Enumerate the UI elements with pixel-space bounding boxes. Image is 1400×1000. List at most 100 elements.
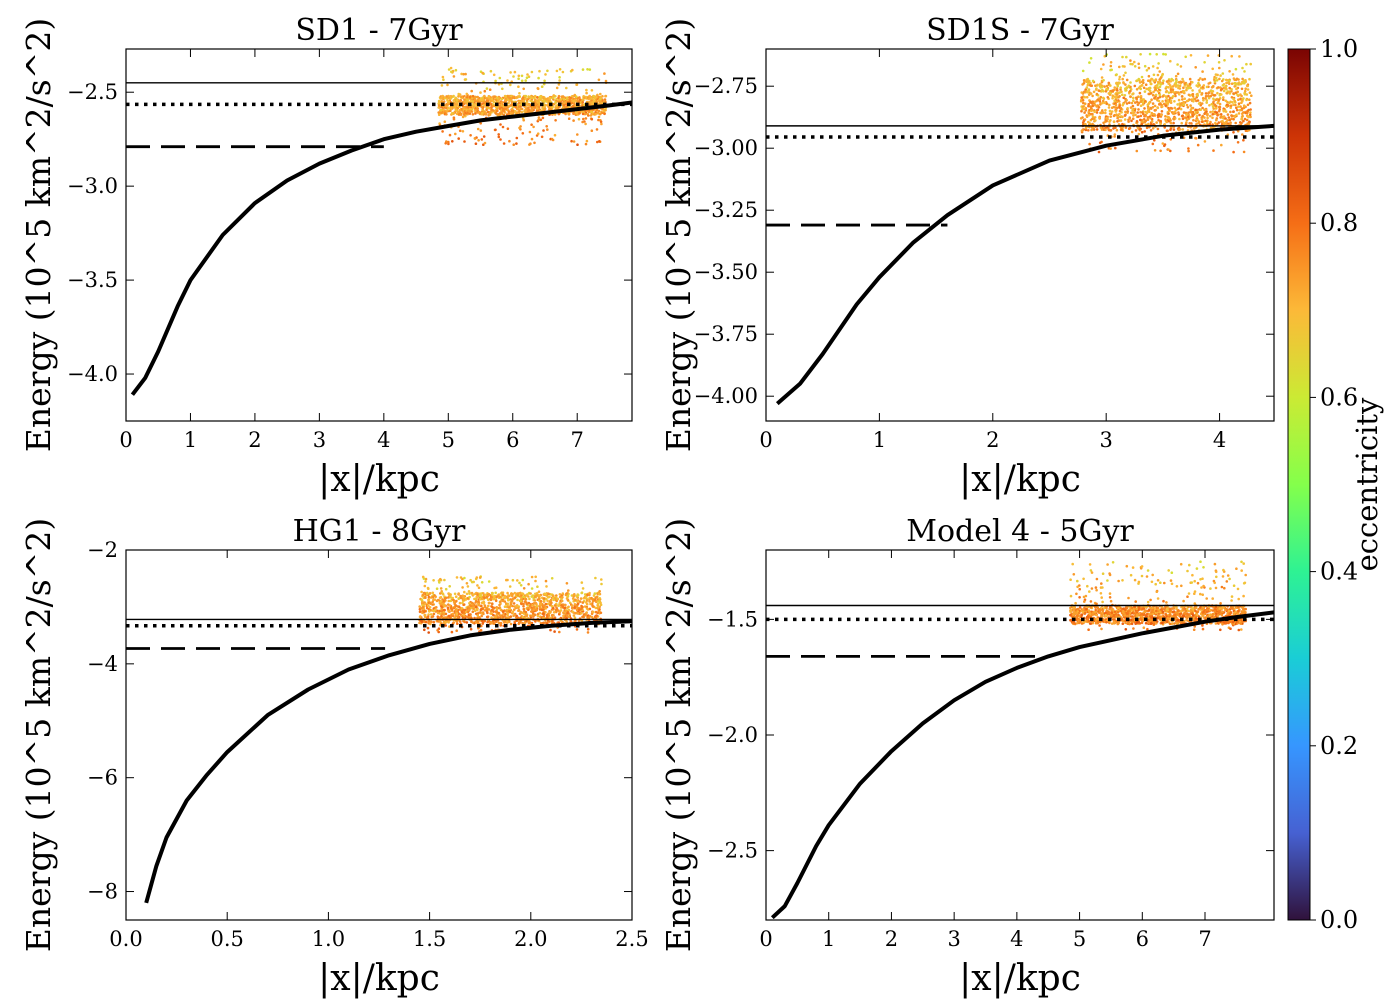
scatter-point: [1230, 82, 1234, 85]
scatter-point: [1192, 113, 1196, 116]
scatter-point: [1245, 111, 1249, 115]
scatter-point: [481, 71, 485, 75]
scatter-point: [1092, 90, 1096, 94]
scatter-point: [447, 610, 451, 613]
plot-area: [126, 66, 632, 396]
scatter-point: [1101, 572, 1105, 575]
scatter-point: [599, 95, 603, 99]
scatter-point: [1159, 122, 1162, 126]
scatter-point: [521, 97, 524, 101]
scatter-point: [480, 607, 483, 611]
scatter-point: [1169, 149, 1172, 153]
scatter-point: [476, 584, 479, 587]
scatter-point: [1214, 570, 1218, 574]
scatter-point: [509, 622, 513, 626]
axes-frame: [125, 48, 633, 422]
scatter-point: [576, 133, 579, 136]
scatter-point: [480, 614, 484, 618]
scatter-point: [462, 608, 466, 612]
scatter-point: [452, 621, 456, 624]
scatter-point: [447, 140, 450, 144]
scatter-point: [1145, 605, 1148, 609]
scatter-point: [424, 595, 427, 599]
scatter-point: [586, 608, 590, 611]
y-axis-label: Energy (10^5 km^2/s^2): [659, 18, 698, 452]
scatter-point: [1088, 61, 1091, 64]
scatter-point: [1144, 110, 1147, 114]
scatter-point: [1128, 126, 1132, 130]
scatter-point: [1178, 87, 1182, 90]
scatter-point: [456, 622, 459, 625]
y-tick-label: −6: [87, 766, 118, 790]
scatter-point: [1184, 609, 1188, 612]
scatter-point: [467, 608, 471, 612]
scatter-point: [1146, 612, 1149, 616]
scatter-point: [534, 579, 537, 583]
scatter-point: [444, 106, 448, 110]
scatter-point: [549, 616, 552, 620]
scatter-point: [520, 74, 524, 78]
scatter-point: [484, 606, 487, 609]
scatter-point: [450, 630, 454, 634]
scatter-point: [553, 630, 556, 633]
scatter-point: [1171, 95, 1175, 98]
scatter-point: [1193, 97, 1197, 101]
scatter-point: [1081, 69, 1085, 73]
scatter-point: [1085, 95, 1089, 99]
scatter-point: [1081, 105, 1085, 108]
scatter-point: [449, 66, 453, 70]
scatter-point: [1207, 96, 1211, 100]
x-axis-label: |x|/kpc: [318, 958, 440, 999]
scatter-point: [491, 109, 495, 112]
scatter-point: [597, 605, 600, 608]
scatter-point: [498, 606, 502, 609]
scatter-point: [1169, 579, 1173, 582]
scatter-point: [510, 101, 514, 104]
scatter-point: [1180, 584, 1183, 588]
scatter-point: [1124, 126, 1128, 129]
scatter-point: [440, 111, 443, 115]
scatter-point: [588, 591, 591, 595]
scatter-point: [1090, 128, 1093, 132]
scatter-point: [1236, 90, 1239, 94]
scatter-point: [524, 597, 528, 601]
scatter-point: [1243, 89, 1247, 93]
scatter-point: [456, 615, 460, 619]
scatter-point: [581, 120, 584, 124]
scatter-point: [1153, 149, 1157, 152]
scatter-point: [585, 611, 588, 614]
scatter-point: [1248, 91, 1252, 94]
scatter-point: [1192, 628, 1196, 631]
scatter-point: [527, 608, 530, 612]
scatter-point: [1173, 622, 1176, 625]
scatter-point: [597, 592, 601, 596]
scatter-point: [1143, 90, 1147, 93]
scatter-point: [446, 101, 450, 105]
scatter-point: [570, 139, 573, 143]
scatter-point: [513, 608, 516, 611]
scatter-point: [439, 577, 442, 581]
scatter-point: [585, 88, 588, 92]
scatter-point: [475, 576, 479, 579]
scatter-point: [1173, 100, 1176, 103]
scatter-point: [1096, 108, 1100, 111]
scatter-point: [425, 591, 429, 595]
scatter-point: [592, 95, 595, 98]
scatter-point: [1108, 120, 1111, 123]
scatter-point: [548, 603, 552, 607]
scatter-point: [1180, 95, 1184, 98]
y-tick-label: −3.0: [67, 174, 118, 198]
scatter-point: [539, 599, 543, 603]
scatter-point: [1187, 147, 1190, 150]
scatter-point: [543, 107, 546, 111]
scatter-point: [1156, 597, 1160, 600]
scatter-point: [482, 98, 485, 101]
scatter-point: [561, 596, 564, 599]
scatter-point: [510, 599, 514, 602]
scatter-point: [442, 603, 446, 607]
scatter-point: [594, 111, 597, 114]
scatter-point: [1122, 74, 1126, 77]
scatter-point: [591, 604, 594, 607]
scatter-point: [558, 79, 561, 82]
scatter-point: [498, 603, 501, 607]
